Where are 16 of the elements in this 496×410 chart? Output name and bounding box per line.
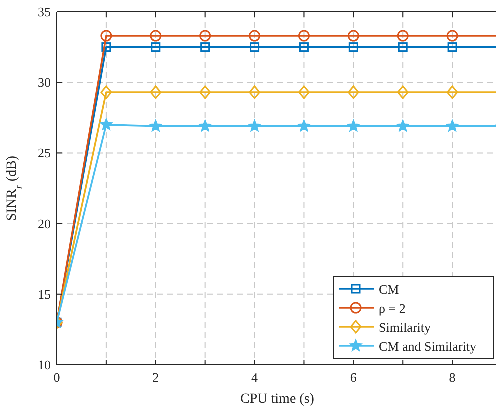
y-tick-label: 30 [38, 75, 51, 90]
legend-label: Similarity [379, 320, 432, 335]
y-tick-label: 15 [38, 286, 51, 302]
x-tick-label: 0 [54, 370, 60, 385]
x-tick-label: 6 [350, 370, 358, 385]
y-tick-label: 35 [38, 4, 51, 20]
legend-label: CM [379, 282, 400, 297]
legend-label: ρ = 2 [379, 301, 406, 316]
legend-label: CM and Similarity [379, 339, 477, 354]
y-tick-label: 20 [38, 216, 51, 232]
x-tick-label: 2 [152, 370, 160, 385]
x-axis-title: CPU time (s) [240, 392, 315, 407]
y-tick-label: 10 [38, 358, 51, 372]
x-tick-label: 4 [252, 370, 259, 385]
x-tick-label: 8 [449, 370, 456, 385]
y-tick-label: 25 [38, 146, 51, 161]
